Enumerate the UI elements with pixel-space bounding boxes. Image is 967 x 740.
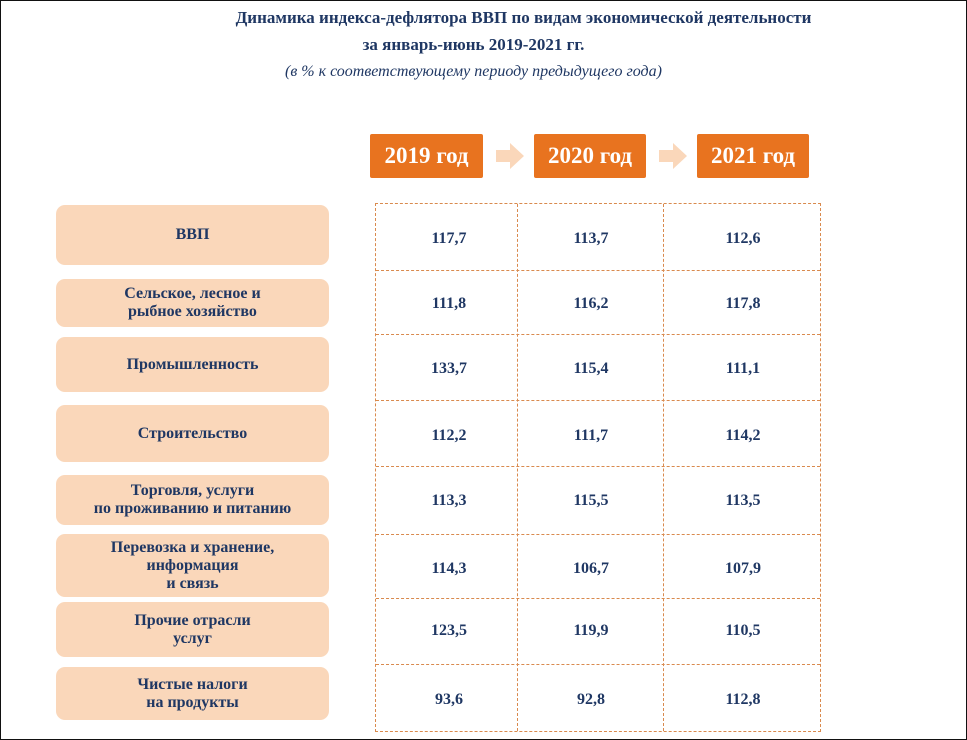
table-cell: 117,7	[431, 230, 467, 247]
table-cell: 119,9	[573, 622, 609, 639]
table-cell: 111,7	[573, 427, 609, 444]
table-cell: 111,8	[431, 295, 467, 312]
row-divider	[376, 598, 820, 599]
row-label: Сельское, лесное и рыбное хозяйство	[56, 279, 329, 327]
year-header-2021: 2021 год	[697, 134, 809, 178]
table-cell: 114,2	[725, 427, 761, 444]
arrow-right-icon	[496, 143, 524, 169]
row-label-text: Чистые налоги на продукты	[137, 675, 248, 711]
row-label: Чистые налоги на продукты	[56, 667, 329, 720]
row-label-text: Строительство	[137, 424, 248, 442]
chart-subtitle: (в % к соответствующему периоду предыдущ…	[285, 63, 662, 80]
row-label: Строительство	[56, 405, 329, 462]
row-divider	[376, 534, 820, 535]
data-table: 117,7 113,7 112,6 111,8 116,2 117,8 133,7 115,4…	[375, 203, 821, 732]
table-cell: 106,7	[573, 560, 609, 577]
table-cell: 113,7	[573, 230, 609, 247]
table-cell: 113,5	[725, 492, 761, 509]
table-cell: 115,5	[573, 492, 609, 509]
row-label: Перевозка и хранение, информация и связь	[56, 534, 329, 597]
table-cell: 92,8	[577, 691, 605, 708]
row-label-text: Сельское, лесное и рыбное хозяйство	[124, 285, 261, 320]
table-cell: 93,6	[435, 691, 463, 708]
row-label: ВВП	[56, 205, 329, 265]
row-label-text: ВВП	[175, 226, 210, 243]
table-cell: 117,8	[725, 295, 761, 312]
row-label-text: Перевозка и хранение, информация и связь	[110, 538, 275, 592]
row-divider	[376, 334, 820, 335]
row-divider	[376, 400, 820, 401]
table-cell: 110,5	[725, 622, 761, 639]
row-label: Торговля, услуги по проживанию и питанию	[56, 475, 329, 525]
column-divider	[517, 204, 518, 731]
year-header-2020: 2020 год	[534, 134, 646, 178]
table-cell: 116,2	[573, 295, 609, 312]
column-divider	[663, 204, 664, 731]
table-cell: 113,3	[431, 492, 467, 509]
row-divider	[376, 270, 820, 271]
table-cell: 107,9	[725, 560, 761, 577]
row-label: Прочие отрасли услуг	[56, 602, 329, 657]
table-cell: 115,4	[573, 360, 609, 377]
table-cell: 123,5	[431, 622, 467, 639]
table-cell: 112,8	[725, 691, 761, 708]
row-label-text: Прочие отрасли услуг	[134, 611, 251, 647]
table-cell: 111,1	[725, 360, 761, 377]
row-label-text: Торговля, услуги по проживанию и питанию	[93, 482, 292, 517]
table-cell: 112,2	[431, 427, 467, 444]
row-label: Промышленность	[56, 337, 329, 392]
table-cell: 133,7	[431, 360, 467, 377]
year-header-2019: 2019 год	[370, 134, 483, 178]
table-cell: 114,3	[431, 560, 467, 577]
row-label-text: Промышленность	[126, 355, 259, 373]
row-divider	[376, 466, 820, 467]
chart-title-line1: Динамика индекса-дефлятора ВВП по видам …	[235, 8, 812, 27]
arrow-right-icon	[659, 143, 687, 169]
table-cell: 112,6	[725, 230, 761, 247]
chart-title-line2: за январь-июнь 2019-2021 гг.	[362, 35, 585, 54]
row-divider	[376, 664, 820, 665]
